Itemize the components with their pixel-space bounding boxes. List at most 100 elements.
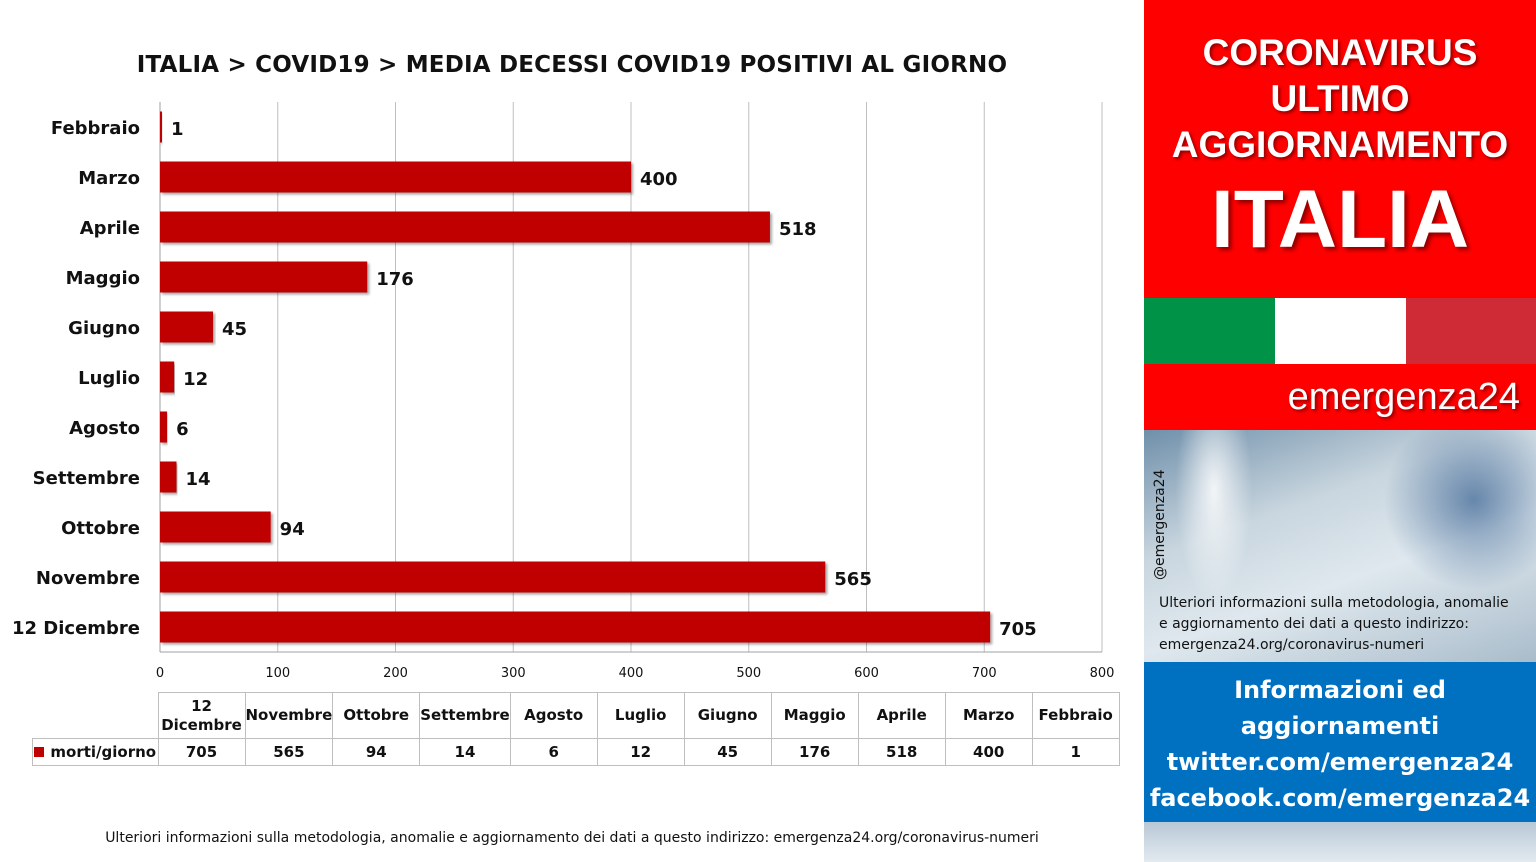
- links-text: Informazioni ed aggiornamenti twitter.co…: [1144, 672, 1536, 816]
- links-line: aggiornamenti: [1240, 712, 1440, 740]
- data-label: 1: [171, 119, 184, 140]
- x-tick-label: 500: [736, 666, 761, 681]
- data-table-cell: 14: [419, 738, 511, 766]
- data-table-cell: 45: [683, 738, 772, 766]
- bar-chart: 0 100 200 300 400 500 600 700 800 Febbraio 1 Marzo 4…: [12, 102, 1115, 681]
- data-table-series-label: morti/giorno: [32, 738, 159, 766]
- data-label: 565: [834, 569, 872, 590]
- category-label: Maggio: [66, 268, 140, 289]
- data-label: 176: [376, 269, 414, 290]
- category-label: Marzo: [78, 168, 140, 189]
- data-table-col: Settembre: [419, 692, 511, 739]
- series-name: morti/giorno: [50, 743, 157, 761]
- data-label: 518: [779, 219, 817, 240]
- brand-band: emergenza24: [1144, 364, 1536, 430]
- data-table-cell: 400: [944, 738, 1033, 766]
- x-tick-label: 0: [156, 666, 164, 681]
- category-label: Febbraio: [51, 118, 140, 139]
- footer-note: Ulteriori informazioni sulla metodologia…: [105, 830, 1039, 846]
- data-table-corner: [32, 692, 159, 739]
- data-table-col: Novembre: [244, 692, 334, 739]
- x-tick-label: 100: [265, 666, 290, 681]
- flag-green-stripe: [1144, 298, 1275, 364]
- flag-white-stripe: [1275, 298, 1406, 364]
- data-table-cell: 176: [770, 738, 859, 766]
- category-label: Luglio: [78, 368, 140, 389]
- chart-panel: ITALIA > COVID19 > MEDIA DECESSI COVID19…: [11, 52, 1120, 846]
- links-band: Informazioni ed aggiornamenti twitter.co…: [1144, 662, 1536, 822]
- heading-line: ULTIMO: [1270, 78, 1410, 119]
- heading-line: CORONAVIRUS: [1202, 32, 1478, 73]
- x-tick-label: 200: [383, 666, 408, 681]
- info-text: Ulteriori informazioni sulla metodologia…: [1159, 593, 1531, 656]
- x-tick-label: 800: [1090, 666, 1115, 681]
- data-label: 400: [640, 169, 678, 190]
- data-table-col: Giugno: [683, 692, 772, 739]
- data-table-header-row: 12 Dicembre Novembre Ottobre Settembre A…: [32, 692, 1120, 739]
- twitter-link[interactable]: twitter.com/emergenza24: [1166, 748, 1514, 776]
- data-table-cell: 518: [857, 738, 946, 766]
- data-table-col: Maggio: [770, 692, 859, 739]
- x-tick-label: 700: [972, 666, 997, 681]
- data-label: 14: [185, 469, 210, 490]
- category-label: Settembre: [33, 468, 140, 489]
- data-label: 12: [183, 369, 208, 390]
- info-line: emergenza24.org/coronavirus-numeri: [1159, 637, 1425, 653]
- social-handle: @emergenza24: [1152, 469, 1168, 581]
- data-table-cell: 12: [596, 738, 685, 766]
- bottom-band: [1144, 822, 1536, 862]
- data-table-col: Luglio: [596, 692, 685, 739]
- data-table-cell: 565: [244, 738, 334, 766]
- data-label: 45: [222, 319, 247, 340]
- data-table-col: Agosto: [509, 692, 598, 739]
- background-photo: @emergenza24 Ulteriori informazioni sull…: [1144, 430, 1536, 662]
- category-label: Agosto: [69, 418, 140, 439]
- bar: [160, 511, 271, 543]
- legend-key: [34, 747, 45, 757]
- bar: [160, 161, 631, 193]
- category-label: Novembre: [36, 568, 140, 589]
- x-tick-label: 300: [501, 666, 526, 681]
- bar: [160, 211, 770, 243]
- bar: [160, 611, 991, 643]
- bar: [160, 261, 368, 293]
- sidebar: CORONAVIRUS ULTIMO AGGIORNAMENTO ITALIA …: [1144, 0, 1536, 862]
- category-label: Aprile: [80, 218, 140, 239]
- data-label: 705: [999, 619, 1037, 640]
- info-line: Ulteriori informazioni sulla metodologia…: [1159, 595, 1509, 611]
- data-table-cell: 705: [157, 738, 246, 766]
- sidebar-heading: CORONAVIRUS ULTIMO AGGIORNAMENTO: [1144, 30, 1536, 168]
- bar: [160, 311, 213, 343]
- data-table-cell: 6: [509, 738, 598, 766]
- data-label: 94: [280, 519, 305, 540]
- bar: [160, 111, 162, 143]
- bar: [160, 461, 177, 493]
- country-name: ITALIA: [1210, 174, 1470, 265]
- links-line: Informazioni ed: [1234, 676, 1446, 704]
- category-label: 12 Dicembre: [12, 618, 140, 639]
- x-tick-label: 600: [854, 666, 879, 681]
- data-table-col: Febbraio: [1031, 692, 1120, 739]
- data-table-value-row: morti/giorno 705 565 94 14 6 12 45 176 5…: [32, 738, 1120, 766]
- data-table-cell: 94: [332, 738, 421, 766]
- bar: [160, 561, 826, 593]
- data-label: 6: [176, 419, 189, 440]
- bar: [160, 411, 168, 443]
- flag-red-stripe: [1406, 298, 1536, 364]
- data-table-col: Marzo: [944, 692, 1033, 739]
- data-table-col: Aprile: [857, 692, 946, 739]
- heading-line: AGGIORNAMENTO: [1171, 124, 1509, 165]
- category-label: Giugno: [68, 318, 140, 339]
- bar: [160, 361, 175, 393]
- category-label: Ottobre: [61, 518, 140, 539]
- brand-name: emergenza24: [1287, 376, 1520, 418]
- x-tick-label: 400: [619, 666, 644, 681]
- data-table-col: Ottobre: [332, 692, 421, 739]
- chart-title: ITALIA > COVID19 > MEDIA DECESSI COVID19…: [136, 52, 1008, 78]
- sidebar-header: CORONAVIRUS ULTIMO AGGIORNAMENTO ITALIA: [1144, 0, 1536, 298]
- data-table-cell: 1: [1031, 738, 1120, 766]
- info-line: e aggiornamento dei dati a questo indiri…: [1159, 616, 1469, 632]
- data-table-col: 12 Dicembre: [157, 692, 246, 739]
- data-table: 12 Dicembre Novembre Ottobre Settembre A…: [32, 692, 1120, 766]
- facebook-link[interactable]: facebook.com/emergenza24: [1149, 784, 1531, 812]
